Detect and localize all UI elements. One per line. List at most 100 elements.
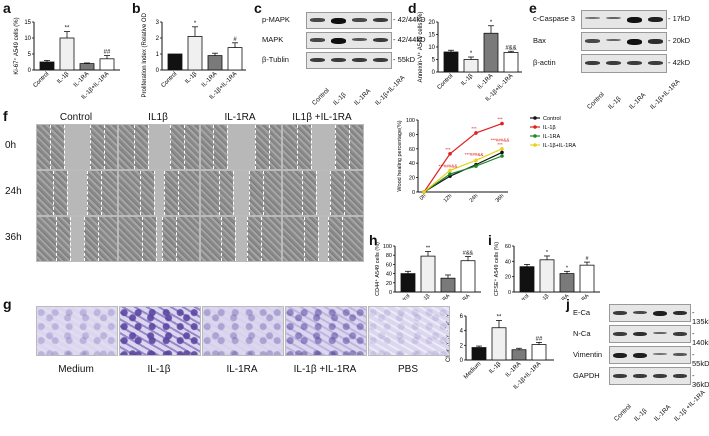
wound-gap (316, 171, 330, 215)
blot-row-label: c-Caspase 3 (533, 14, 576, 23)
wound-column-label: Control (59, 112, 93, 123)
scratch-line (184, 125, 185, 169)
data-point (448, 172, 452, 176)
transwell-column-label: IL-1β +IL-1RA (293, 364, 357, 375)
bar-control (39, 61, 55, 71)
scratch-line (162, 217, 163, 261)
blot-row-label: β-Tublin (262, 55, 289, 64)
line-chart-f: 0 20 40 60 80 100 0h 12h 24h 36h Wood healing perc… (397, 116, 576, 204)
wound-gap (64, 125, 90, 169)
scratch-line (302, 171, 303, 215)
data-point (474, 131, 478, 135)
bar-il-1- (420, 255, 436, 293)
blot-band (352, 58, 367, 63)
y-axis-label: CFSE⁺ A549 cells (%) (493, 242, 500, 296)
series-line (423, 123, 503, 193)
scratch-line (140, 171, 141, 215)
bar-chart-g: 0246Chemotaxic IndexMedium**IL-1βIL-1RA#… (446, 314, 554, 390)
bar-chart-i: 0 20 40 60 CFSE⁺ A549 cells (%) Control * IL-1β… (493, 242, 600, 300)
wound-micrograph (36, 124, 118, 170)
scratch-line (154, 171, 155, 215)
blot-strip (306, 32, 392, 49)
scratch-line (344, 171, 345, 215)
blot-band (653, 331, 667, 334)
blot-band (627, 16, 642, 23)
blot-lane-label: IL-1β+IL-1RA (648, 78, 682, 111)
scratch-line (98, 217, 99, 261)
blot-strip (306, 12, 392, 29)
blot-band (331, 18, 346, 25)
y-tick-label: 15 (428, 33, 435, 39)
blot-row-label: p-MAPK (262, 15, 290, 24)
legend-label: IL-1RA (543, 134, 560, 140)
panel-label-i: i (488, 232, 492, 248)
panel-label-e: e (529, 0, 537, 16)
scratch-line (335, 125, 336, 169)
molecular-weight-label: - 55kD (393, 55, 416, 64)
y-tick-label: 15 (24, 20, 31, 26)
bar-control (519, 266, 535, 293)
scratch-line (84, 217, 85, 261)
legend-label: IL-1β+IL-1RA (543, 143, 576, 149)
scratch-line (233, 171, 234, 215)
scratch-line (255, 125, 256, 169)
molecular-weight-label: - 36kD (692, 370, 709, 389)
wound-micrograph (36, 216, 118, 262)
x-tick-label: Control (436, 73, 454, 91)
y-tick-label: 100 (406, 118, 415, 124)
series-line (423, 155, 503, 193)
scratch-line (227, 125, 228, 169)
x-tick-label: IL-1β (184, 71, 198, 85)
significance-mark: ## (104, 50, 111, 56)
wound-micrograph (282, 124, 364, 170)
bar-il-1-il-1ra (503, 52, 519, 73)
blot-lane-label: IL-1β (606, 95, 623, 111)
y-axis-label: Proliferation Index (Relative OD Value) (142, 12, 148, 97)
y-tick-label: 2 (156, 36, 160, 42)
y-tick-label: 60 (386, 262, 392, 268)
scratch-line (269, 125, 270, 169)
blot-row-label: Vimentin (573, 349, 603, 359)
significance-mark: * (194, 21, 197, 27)
panel-label-c: c (254, 0, 262, 16)
scratch-line (328, 217, 329, 261)
scratch-line (170, 125, 171, 169)
molecular-weight-label: - 55kD (692, 349, 709, 368)
wound-gap (233, 171, 249, 215)
y-tick-label: 80 (409, 132, 415, 138)
blot-row-label: β-actin (533, 58, 556, 67)
data-point (422, 190, 426, 194)
blot-band (373, 38, 388, 43)
transwell-micrograph (202, 306, 284, 356)
y-tick-label: 3 (156, 20, 160, 26)
scratch-line (87, 171, 88, 215)
bar-il-1- (463, 59, 479, 73)
x-tick-label: Control (32, 71, 50, 89)
bar-il-1- (539, 259, 555, 293)
wound-row-label: 24h (5, 186, 22, 197)
blot-row-label: GAPDH (573, 370, 600, 380)
bar-il-1ra (559, 273, 575, 293)
scratch-line (249, 171, 250, 215)
blot-band (613, 310, 627, 315)
blot-strip (306, 52, 392, 69)
wound-micrograph (282, 170, 364, 216)
wound-micrograph (200, 216, 282, 262)
y-tick-label: 5 (28, 52, 32, 58)
scratch-line (70, 217, 71, 261)
panel-label-a: a (3, 0, 11, 16)
significance-mark: #&& (505, 45, 516, 51)
y-tick-label: 20 (428, 20, 435, 26)
x-tick-label: IL-1RA (201, 71, 218, 88)
blot-band (653, 373, 667, 378)
wound-gap (318, 217, 328, 261)
y-tick-label: 20 (409, 176, 415, 182)
bar-chart-b: 0 1 2 3 Proliferation Index (Relative OD Val… (142, 12, 246, 101)
bar-medium (471, 347, 487, 361)
scratch-line (235, 217, 236, 261)
blot-band (373, 58, 388, 63)
legend-marker (533, 116, 537, 120)
panel-label-d: d (408, 0, 417, 16)
blot-band (648, 38, 663, 44)
blot-strip (581, 32, 667, 51)
